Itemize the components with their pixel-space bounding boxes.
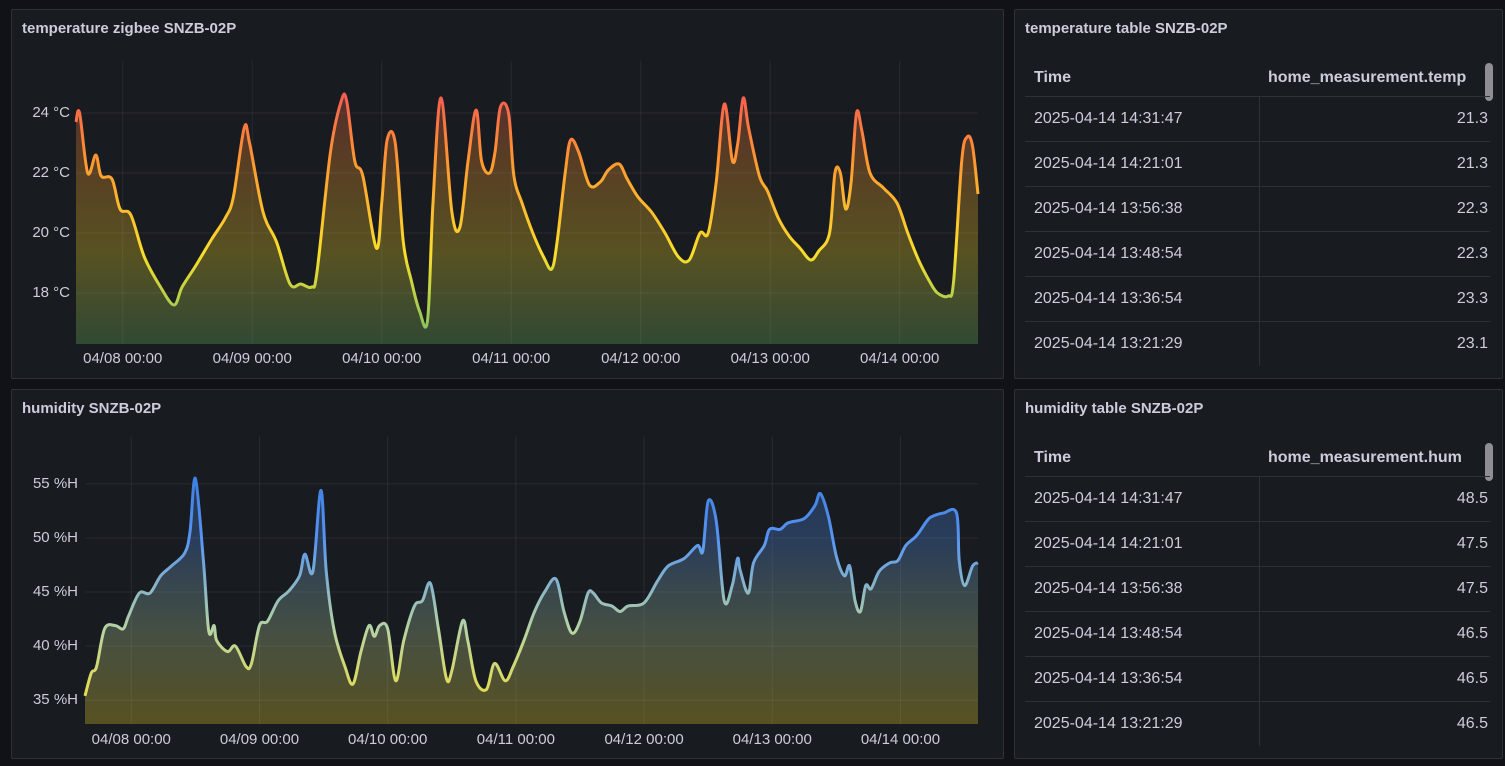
table-cell: 21.3: [1456, 110, 1488, 127]
table-panel: temperature table SNZB-02P Time home_meas…: [1014, 9, 1503, 379]
x-tick-label: 04/09 00:00: [220, 731, 299, 748]
row-divider: [1025, 701, 1490, 702]
y-tick-label: 45 %H: [33, 583, 78, 600]
x-tick-label: 04/09 00:00: [213, 350, 292, 367]
x-tick-label: 04/08 00:00: [83, 350, 162, 367]
table-panel: humidity table SNZB-02P Time home_measure…: [1014, 389, 1503, 759]
row-divider: [1025, 231, 1490, 232]
column-header: Time: [1034, 449, 1072, 466]
x-tick-label: 04/12 00:00: [601, 350, 680, 367]
y-tick-label: 20 °C: [32, 224, 70, 241]
x-tick-label: 04/12 00:00: [604, 731, 683, 748]
x-tick-label: 04/10 00:00: [342, 350, 421, 367]
x-tick-label: 04/13 00:00: [733, 731, 812, 748]
line: [74, 92, 980, 329]
table-cell: 47.5: [1456, 580, 1488, 597]
table-cell: 23.3: [1456, 290, 1488, 307]
scrollbar[interactable]: [1485, 63, 1493, 101]
table-cell: 2025-04-14 14:31:47: [1034, 490, 1183, 507]
table-cell: 2025-04-14 13:21:29: [1034, 335, 1183, 352]
table-cell: 46.5: [1456, 715, 1488, 732]
row-divider: [1025, 566, 1490, 567]
row-divider: [1025, 611, 1490, 612]
table-cell: 2025-04-14 13:36:54: [1034, 670, 1183, 687]
row-divider: [1025, 321, 1490, 322]
y-tick-label: 24 °C: [32, 104, 70, 121]
table-cell: 2025-04-14 14:21:01: [1034, 155, 1183, 172]
x-tick-label: 04/10 00:00: [348, 731, 427, 748]
column-header: home_measurement.temp: [1268, 69, 1467, 86]
panel-title: humidity SNZB-02P: [22, 400, 162, 417]
table-cell: 2025-04-14 13:36:54: [1034, 290, 1183, 307]
chart: 18 °C 20 °C 22 °C 24 °C 04/08 00:00 04/09 00:…: [32, 61, 980, 367]
chart-panel: humidity SNZB-02P 35 %H 40 %H 45 %H 50 %H 55…: [11, 389, 1004, 759]
y-tick-label: 35 %H: [33, 691, 78, 708]
y-tick-label: 40 %H: [33, 637, 78, 654]
x-tick-label: 04/11 00:00: [472, 350, 550, 367]
row-divider: [1025, 96, 1490, 97]
y-tick-label: 22 °C: [32, 164, 70, 181]
table-cell: 46.5: [1456, 670, 1488, 687]
table-cell: 22.3: [1456, 200, 1488, 217]
chart-panel: temperature zigbee SNZB-02P 18 °C 20 °C 22…: [11, 9, 1004, 379]
column-header: Time: [1034, 69, 1072, 86]
panel-title: temperature zigbee SNZB-02P: [22, 20, 237, 37]
table-cell: 23.1: [1456, 335, 1488, 352]
row-divider: [1025, 276, 1490, 277]
x-tick-label: 04/13 00:00: [731, 350, 810, 367]
line: [83, 476, 979, 697]
panel-title: temperature table SNZB-02P: [1025, 20, 1228, 37]
x-tick-label: 04/08 00:00: [92, 731, 171, 748]
table-cell: 21.3: [1456, 155, 1488, 172]
row-divider: [1025, 656, 1490, 657]
y-tick-label: 50 %H: [33, 529, 78, 546]
column-header: home_measurement.hum: [1268, 449, 1462, 466]
row-divider: [1025, 141, 1490, 142]
table-cell: 22.3: [1456, 245, 1488, 262]
x-tick-label: 04/14 00:00: [860, 350, 939, 367]
row-divider: [1025, 476, 1490, 477]
row-divider: [1025, 521, 1490, 522]
area: [85, 478, 978, 724]
table-cell: 2025-04-14 13:56:38: [1034, 200, 1183, 217]
table-cell: 46.5: [1456, 625, 1488, 642]
table-cell: 2025-04-14 14:31:47: [1034, 110, 1183, 127]
table-cell: 2025-04-14 14:21:01: [1034, 535, 1183, 552]
y-tick-label: 55 %H: [33, 475, 78, 492]
table-cell: 48.5: [1456, 490, 1488, 507]
x-tick-label: 04/14 00:00: [861, 731, 940, 748]
table-cell: 2025-04-14 13:56:38: [1034, 580, 1183, 597]
scrollbar[interactable]: [1485, 443, 1493, 481]
table-cell: 2025-04-14 13:48:54: [1034, 245, 1183, 262]
panel-title: humidity table SNZB-02P: [1025, 400, 1204, 417]
chart: 35 %H 40 %H 45 %H 50 %H 55 %H 04/08 00:00 04/0…: [33, 436, 979, 748]
y-tick-label: 18 °C: [32, 284, 70, 301]
row-divider: [1025, 186, 1490, 187]
table-cell: 47.5: [1456, 535, 1488, 552]
x-tick-label: 04/11 00:00: [477, 731, 555, 748]
table-cell: 2025-04-14 13:48:54: [1034, 625, 1183, 642]
table-cell: 2025-04-14 13:21:29: [1034, 715, 1183, 732]
